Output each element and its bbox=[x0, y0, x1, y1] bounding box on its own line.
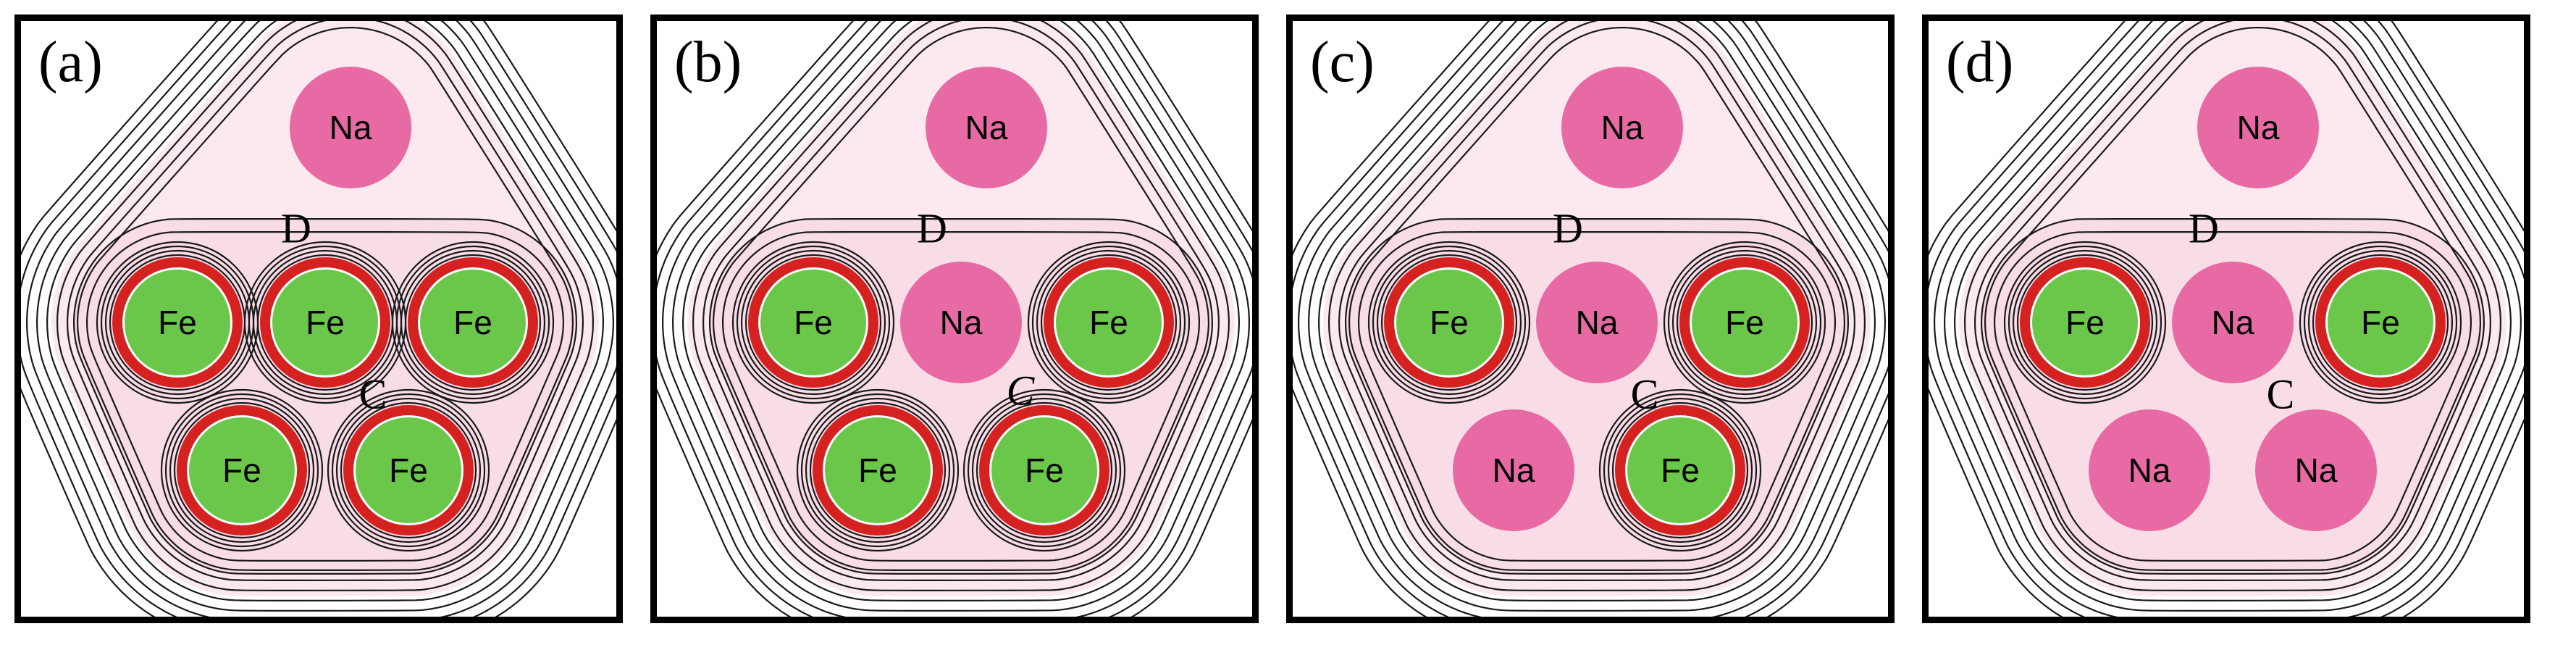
atom-label: Na bbox=[2237, 108, 2280, 147]
atom-label: Na bbox=[940, 303, 983, 342]
atom-fe: Fe bbox=[420, 270, 526, 375]
atom-fe: Fe bbox=[2032, 270, 2138, 375]
panel-label: (c) bbox=[1310, 30, 1375, 96]
panel-b: Na Fe Na Fe Fe Fe D C (b) bbox=[650, 14, 1259, 623]
atom-na: Na bbox=[2089, 409, 2210, 531]
atom-label: Na bbox=[330, 108, 372, 147]
atom-label: Fe bbox=[158, 303, 197, 342]
panel-d: Na Fe Na Fe Na Na D C (d) bbox=[1922, 14, 2530, 623]
atom-na: Na bbox=[2197, 67, 2319, 188]
atom-label: Fe bbox=[2065, 303, 2105, 342]
atom-fe: Fe bbox=[760, 270, 866, 375]
atom-na: Na bbox=[900, 262, 1022, 383]
atom-fe: Fe bbox=[991, 417, 1097, 523]
atom-fe: Fe bbox=[2328, 270, 2433, 375]
mark-c: C bbox=[1007, 367, 1035, 415]
atom-na: Na bbox=[1536, 262, 1658, 383]
panel-c: Na Fe Na Fe Na Fe D C (c) bbox=[1286, 14, 1895, 623]
atom-label: Na bbox=[1601, 108, 1644, 147]
atom-fe: Fe bbox=[1627, 417, 1733, 523]
atom-label: Fe bbox=[453, 303, 492, 342]
atom-label: Fe bbox=[1725, 303, 1764, 342]
atom-na: Na bbox=[1453, 409, 1574, 531]
atom-label: Fe bbox=[1430, 303, 1469, 342]
atom-label: Na bbox=[1493, 451, 1535, 490]
mark-d: D bbox=[2189, 204, 2219, 253]
atom-label: Na bbox=[965, 108, 1008, 147]
mark-d: D bbox=[1553, 204, 1583, 253]
atom-label: Na bbox=[1576, 303, 1619, 342]
atom-label: Fe bbox=[306, 303, 345, 342]
atom-fe: Fe bbox=[125, 270, 230, 375]
mark-d: D bbox=[917, 204, 947, 253]
figure-row: NaFeFeFeFeFeDC(a)NaFeNaFeFeFeDC(b)NaFeNa… bbox=[0, 0, 2576, 638]
atom-label: Fe bbox=[222, 451, 261, 490]
atom-label: Fe bbox=[858, 451, 897, 490]
atom-na: Na bbox=[1561, 67, 1683, 188]
atom-label: Na bbox=[2212, 303, 2254, 342]
atom-label: Fe bbox=[1089, 303, 1128, 342]
panel-label: (a) bbox=[38, 30, 103, 96]
panel-a: Na Fe Fe Fe Fe Fe D C (a) bbox=[14, 14, 623, 623]
atom-label: Fe bbox=[794, 303, 833, 342]
mark-d: D bbox=[281, 204, 311, 253]
atom-fe: Fe bbox=[189, 417, 295, 523]
atom-fe: Fe bbox=[356, 417, 461, 523]
atom-fe: Fe bbox=[825, 417, 931, 523]
mark-c: C bbox=[1631, 370, 1659, 419]
atom-label: Fe bbox=[2361, 303, 2400, 342]
atom-label: Na bbox=[2295, 451, 2338, 490]
atom-fe: Fe bbox=[1056, 270, 1162, 375]
atom-na: Na bbox=[290, 67, 411, 188]
atom-na: Na bbox=[926, 67, 1047, 188]
mark-c: C bbox=[359, 370, 387, 419]
atom-fe: Fe bbox=[1396, 270, 1502, 375]
atom-fe: Fe bbox=[1692, 270, 1797, 375]
atom-fe: Fe bbox=[272, 270, 378, 375]
mark-c: C bbox=[2267, 370, 2295, 419]
atom-label: Fe bbox=[1025, 451, 1064, 490]
atom-label: Fe bbox=[1661, 451, 1700, 490]
atom-label: Fe bbox=[389, 451, 428, 490]
atom-label: Na bbox=[2128, 451, 2171, 490]
atom-na: Na bbox=[2255, 409, 2377, 531]
atom-na: Na bbox=[2172, 262, 2294, 383]
panel-label: (d) bbox=[1946, 30, 2013, 96]
panel-label: (b) bbox=[674, 30, 742, 96]
